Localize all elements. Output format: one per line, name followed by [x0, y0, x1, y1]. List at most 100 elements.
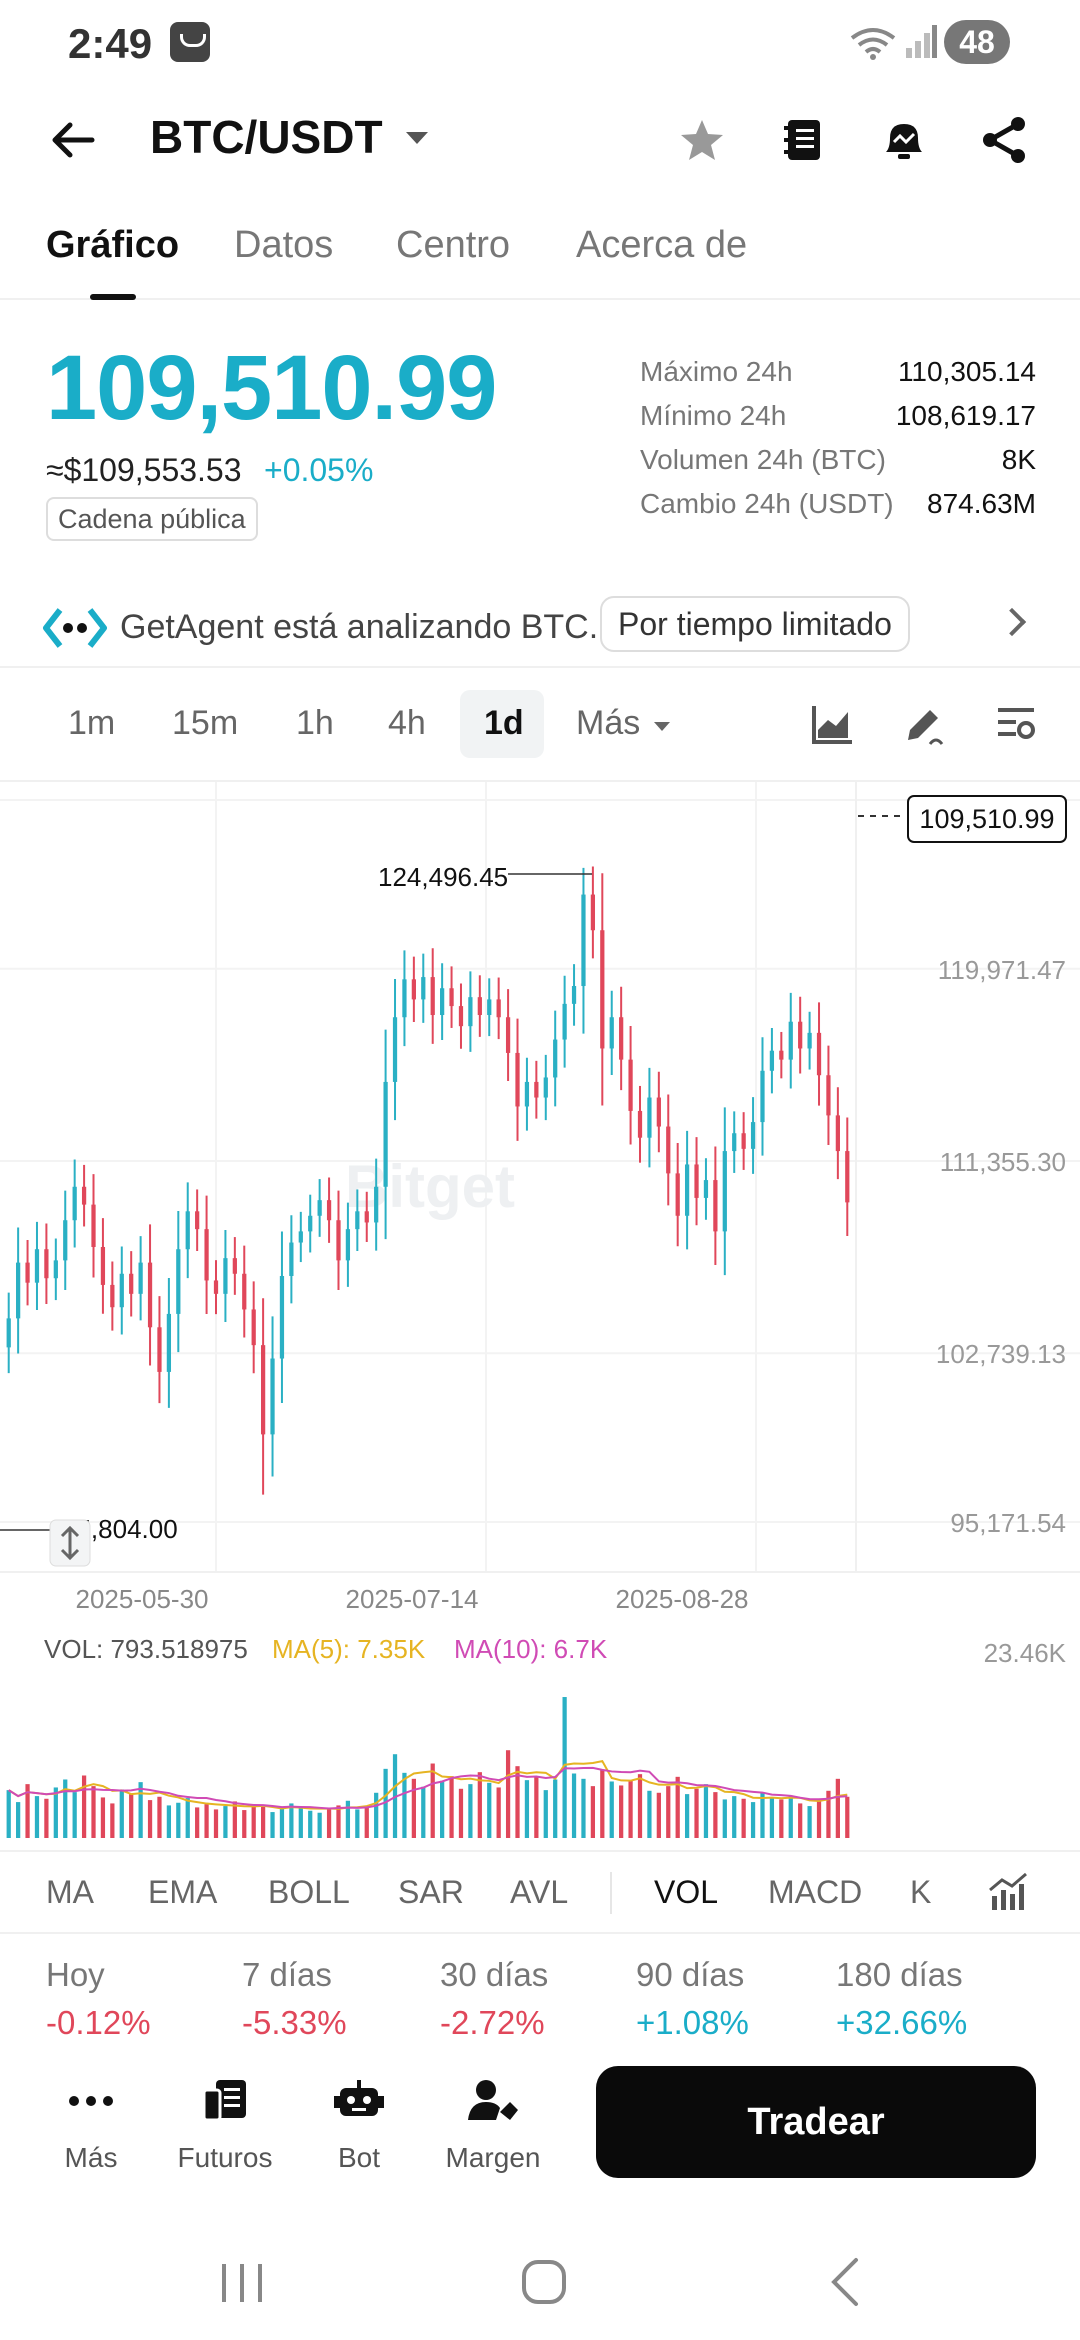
candle-body [581, 894, 586, 987]
tab-datos[interactable]: Datos [234, 224, 334, 266]
indicator-settings-icon[interactable] [986, 1870, 1030, 1914]
stat-label: Volumen 24h (BTC) [640, 444, 886, 475]
agent-logo-icon [43, 608, 107, 648]
candle-body [6, 1318, 11, 1348]
recent-apps-icon[interactable] [202, 2242, 282, 2322]
candle-body [100, 1246, 106, 1285]
candle-body [826, 1075, 831, 1116]
last-price: 109,510.99 [46, 337, 497, 439]
stat-label: Mínimo 24h [640, 400, 787, 431]
active-tab-indicator [90, 294, 136, 300]
perf-today: Hoy -0.12% [46, 1956, 151, 2042]
action-bot[interactable]: Bot [294, 2074, 424, 2174]
tab-acerca-de[interactable]: Acerca de [576, 224, 748, 266]
interval-1d[interactable]: 1d [484, 704, 524, 742]
candle-body [166, 1313, 172, 1372]
perf-value: +1.08% [636, 2004, 749, 2041]
candle-body [571, 986, 577, 1004]
candle-body [289, 1242, 294, 1276]
stat-label: Máximo 24h [640, 356, 793, 387]
volume-bar [788, 1795, 793, 1838]
indicator-vol[interactable]: VOL [654, 1874, 719, 1910]
star-icon[interactable] [674, 112, 730, 168]
public-chain-badge[interactable]: Cadena pública [46, 497, 258, 541]
candle-body [138, 1262, 143, 1294]
indicator-ema[interactable]: EMA [148, 1874, 218, 1910]
candle-body [468, 997, 473, 1027]
getagent-banner[interactable]: GetAgent está analizando BTC. Por tiempo… [0, 590, 1080, 666]
candle-body [279, 1275, 285, 1359]
volume-bar [270, 1812, 275, 1838]
candle-body [326, 1200, 332, 1221]
volume-bar [204, 1804, 209, 1838]
interval-1m[interactable]: 1m [68, 704, 116, 742]
candle-body [647, 1097, 652, 1138]
back-nav-icon[interactable] [806, 2242, 886, 2322]
interval-more[interactable]: Más [576, 704, 641, 742]
candle-body [440, 988, 445, 1016]
price-chart[interactable]: Bitget 127,539.06119,971.47111,355.30102… [0, 782, 1080, 1848]
app-header: BTC/USDT [0, 96, 1080, 186]
home-icon[interactable] [504, 2242, 584, 2322]
candle-body [553, 1039, 558, 1078]
futures-icon [202, 2080, 246, 2122]
candle-body [270, 1358, 275, 1435]
tab-centro[interactable]: Centro [396, 224, 511, 266]
share-icon[interactable] [976, 112, 1032, 168]
volume-bar [213, 1809, 219, 1838]
chart-settings-icon[interactable] [992, 700, 1040, 748]
volume-bar [100, 1797, 106, 1838]
status-time: 2:49 [68, 20, 153, 67]
candle-body [129, 1273, 134, 1294]
candle-body [260, 1345, 266, 1435]
perf-value: -0.12% [46, 2004, 151, 2041]
main-tabs: Gráfico Datos Centro Acerca de [0, 210, 1080, 300]
candle-body [110, 1284, 115, 1308]
trade-button[interactable]: Tradear [596, 2066, 1036, 2178]
indicator-ma[interactable]: MA [46, 1874, 94, 1910]
chevron-down-icon[interactable] [406, 132, 428, 144]
indicator-avl[interactable]: AVL [510, 1874, 569, 1910]
interval-4h[interactable]: 4h [388, 704, 426, 742]
chevron-right-icon[interactable] [997, 607, 1027, 637]
candle-body [769, 1050, 775, 1071]
volume-bar [251, 1804, 256, 1838]
high-price-label: 124,496.45 [378, 862, 508, 892]
interval-1h[interactable]: 1h [296, 704, 334, 742]
dots-icon [69, 2096, 113, 2106]
notebook-icon[interactable] [776, 112, 832, 168]
candle-body [16, 1262, 21, 1319]
interval-15m[interactable]: 15m [172, 704, 239, 742]
volume-bar [232, 1801, 237, 1838]
action-futuros[interactable]: Futuros [160, 2074, 290, 2174]
volume-bar [609, 1781, 614, 1838]
indicator-k[interactable]: K [910, 1874, 932, 1910]
perf-value: +32.66% [836, 2004, 968, 2041]
back-arrow-icon[interactable] [44, 110, 104, 170]
pair-title[interactable]: BTC/USDT [150, 111, 383, 163]
stat-value: 110,305.14 [897, 356, 1036, 387]
volume-bar [110, 1803, 115, 1838]
chevron-down-icon[interactable] [654, 722, 670, 731]
candle-body [835, 1115, 840, 1152]
draw-tool-icon[interactable] [900, 700, 948, 748]
candle-body [524, 1081, 530, 1107]
action-mas[interactable]: Más [26, 2074, 156, 2174]
price-alert-bell-icon[interactable] [876, 112, 932, 168]
indicator-boll[interactable]: BOLL [268, 1874, 350, 1910]
margin-icon [468, 2080, 518, 2120]
volume-bar [289, 1803, 294, 1838]
action-margen[interactable]: Margen [428, 2074, 558, 2174]
tab-grafico[interactable]: Gráfico [46, 224, 180, 266]
interval-bar: 1m 15m 1h 4h 1d Más [0, 690, 1080, 760]
limited-time-pill[interactable]: Por tiempo limitado [600, 596, 910, 652]
indicator-macd[interactable]: MACD [768, 1874, 863, 1910]
candle-body [788, 1021, 793, 1060]
candle-body [534, 1081, 539, 1098]
candle-body [619, 1017, 624, 1060]
indicator-sar[interactable]: SAR [398, 1874, 464, 1910]
candle-body [694, 1164, 699, 1198]
wifi-icon [850, 28, 896, 60]
chart-type-icon[interactable] [808, 700, 856, 748]
candle-body [750, 1122, 756, 1149]
